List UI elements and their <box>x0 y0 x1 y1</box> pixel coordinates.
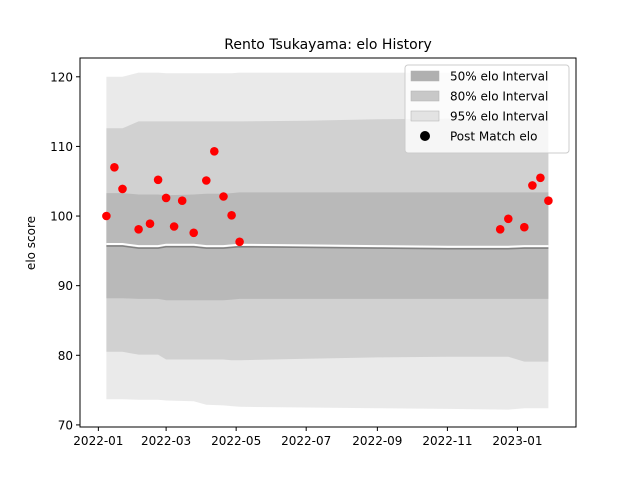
elo-point-12 <box>219 192 228 201</box>
x-axis: 2022-01 2022-03 2022-05 2022-07 2022-09 2022-… <box>73 427 543 448</box>
legend: 50% elo Interval 80% elo Interval 95% elo … <box>404 64 570 154</box>
plot-frame <box>79 57 577 428</box>
x-tick-label-1: 2022-03 <box>141 434 191 448</box>
y-tick-label-4: 110 <box>50 140 73 154</box>
elo-point-9 <box>189 228 198 238</box>
elo-point-17 <box>520 222 529 232</box>
elo-point-0 <box>102 211 111 221</box>
post-match-points <box>102 147 553 247</box>
legend-label-0: 50% elo Interval <box>450 70 548 84</box>
elo-point-4 <box>145 219 155 228</box>
x-tick-label-5: 2022-11 <box>422 434 472 448</box>
y-tick-label-3: 100 <box>50 210 73 224</box>
elo-point-10 <box>202 176 211 185</box>
x-tick-label-6: 2023-01 <box>492 434 542 448</box>
legend-swatch-1 <box>410 90 440 102</box>
elo-point-16 <box>504 214 513 224</box>
elo-point-20 <box>544 196 553 205</box>
y-axis-label: elo score <box>24 216 38 270</box>
legend-marker-3 <box>420 131 430 141</box>
elo-point-8 <box>177 196 187 205</box>
elo-point-5 <box>153 175 163 185</box>
x-tick-label-3: 2022-07 <box>281 434 331 448</box>
elo-point-1 <box>110 163 119 172</box>
legend-swatch-0 <box>410 70 440 82</box>
legend-frame <box>404 64 570 154</box>
elo-point-14 <box>235 237 244 247</box>
elo-point-7 <box>169 222 179 231</box>
elo-point-18 <box>528 181 537 190</box>
y-tick-label-5: 120 <box>50 70 73 84</box>
elo-point-19 <box>536 173 545 183</box>
y-tick-label-2: 90 <box>58 279 73 293</box>
elo-point-11 <box>210 147 219 156</box>
elo-point-15 <box>495 225 505 234</box>
elo-point-3 <box>134 225 143 234</box>
elo-point-6 <box>161 193 171 203</box>
x-tick-label-4: 2022-09 <box>352 434 402 448</box>
elo-point-2 <box>118 184 127 194</box>
legend-label-1: 80% elo Interval <box>450 90 548 104</box>
legend-label-3: Post Match elo <box>450 130 537 144</box>
mean-line <box>106 245 549 250</box>
x-tick-label-2: 2022-05 <box>211 434 261 448</box>
y-tick-label-1: 80 <box>58 349 73 363</box>
mean-line-highlight <box>106 243 549 248</box>
interval-bands <box>106 72 549 410</box>
chart-title: Rento Tsukayama: elo History <box>224 37 432 53</box>
y-tick-label-0: 70 <box>58 418 73 432</box>
x-tick-label-0: 2022-01 <box>73 434 123 448</box>
elo-point-13 <box>227 211 236 220</box>
mean-line-group <box>106 243 549 250</box>
legend-swatch-2 <box>410 110 440 122</box>
y-axis: 70 80 90 100 110 120 <box>50 70 80 432</box>
legend-label-2: 95% elo Interval <box>450 110 548 124</box>
